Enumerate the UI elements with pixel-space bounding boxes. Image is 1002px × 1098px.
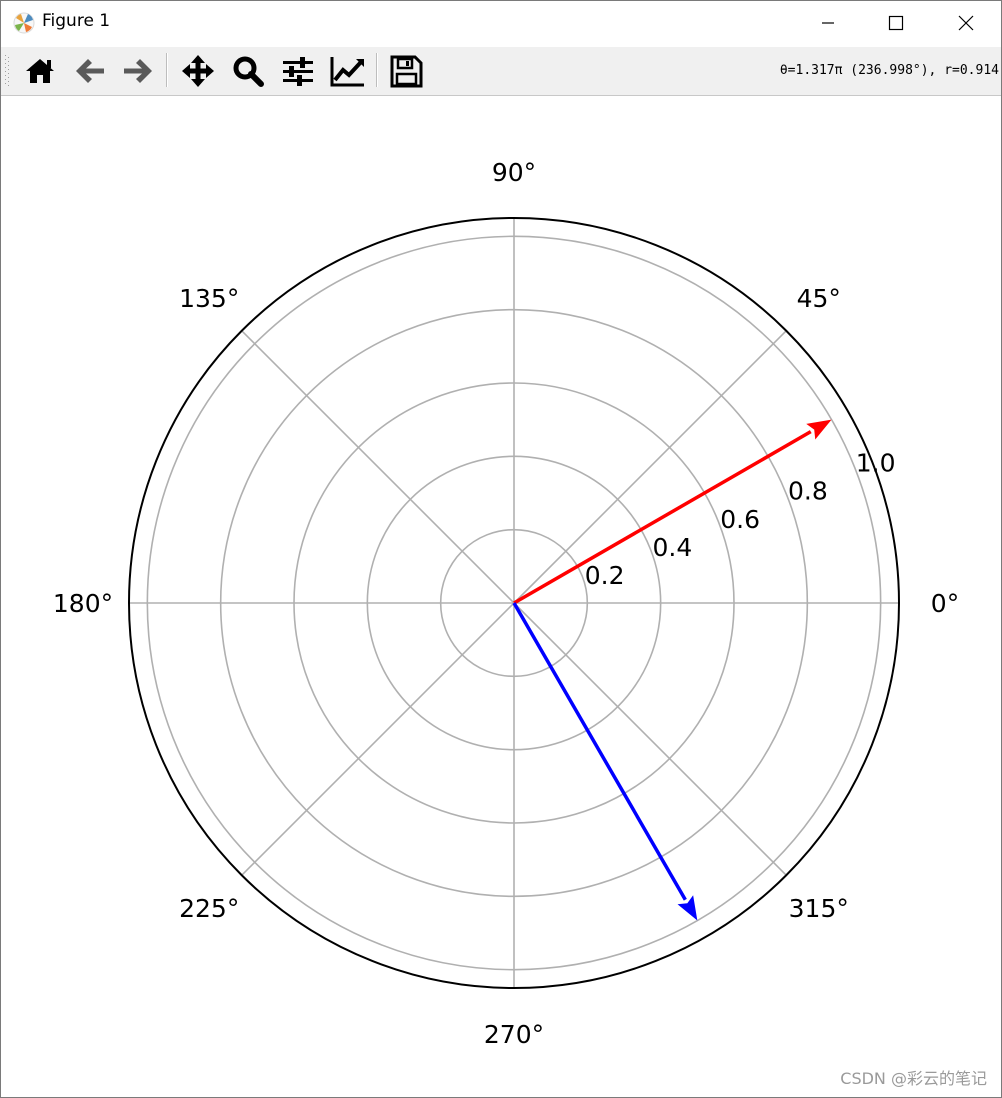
title-bar[interactable]: Figure 1 (1, 1, 1001, 45)
r-tick-label: 0.4 (653, 533, 693, 562)
arrow-head (677, 895, 698, 921)
theta-tick-label: 135° (179, 284, 239, 313)
subplots-icon (283, 57, 313, 86)
forward-arrow-icon (124, 59, 152, 83)
minimize-button[interactable] (805, 1, 851, 45)
back-arrow-icon (76, 59, 104, 83)
forward-button[interactable] (120, 53, 156, 89)
minimize-icon (822, 22, 834, 24)
vector-arrows (512, 419, 832, 921)
maximize-button[interactable] (873, 1, 919, 45)
polar-grid (128, 217, 900, 989)
cursor-coordinates-readout: θ=1.317π (236.998°), r=0.914 (779, 63, 999, 78)
zoom-button[interactable] (230, 53, 266, 89)
configure-subplots-button[interactable] (280, 53, 316, 89)
save-icon (390, 55, 423, 88)
r-tick-label: 1.0 (856, 449, 896, 478)
pan-button[interactable] (180, 53, 216, 89)
theta-grid-line (241, 602, 515, 876)
polar-plot-canvas[interactable]: 0° 45° 90° 135° 180° 225° 270° 315° 0.2 0.4 0.6 0.8… (1, 97, 1001, 1097)
r-tick-label: 0.6 (720, 505, 760, 534)
watermark-text: CSDN @彩云的笔记 (840, 1069, 987, 1088)
close-icon (958, 15, 974, 31)
toolbar-grip-icon[interactable] (4, 53, 10, 89)
theta-tick-label: 315° (789, 894, 849, 923)
tick-labels: 0° 45° 90° 135° 180° 225° 270° 315° 0.2 0.4 0.6 0.8… (53, 158, 959, 1049)
toolbar-separator (166, 53, 168, 87)
edit-axis-button[interactable] (330, 53, 366, 89)
navigation-toolbar: θ=1.317π (236.998°), r=0.914 (1, 47, 1001, 96)
theta-grid-line (513, 330, 787, 604)
close-button[interactable] (943, 1, 989, 45)
toolbar-separator (376, 53, 378, 87)
theta-tick-label: 90° (492, 158, 536, 187)
theta-grid-line (513, 602, 787, 876)
arrow-shaft (513, 430, 812, 605)
pan-icon (182, 55, 214, 87)
maximize-icon (888, 15, 904, 31)
arrow-shaft (512, 602, 687, 901)
theta-tick-label: 180° (53, 589, 113, 618)
theta-tick-label: 0° (931, 589, 959, 618)
polar-spine (128, 217, 900, 989)
theta-tick-label: 270° (484, 1020, 544, 1049)
r-tick-label: 0.8 (788, 477, 828, 506)
zoom-icon (233, 56, 264, 87)
home-icon (26, 59, 54, 83)
edit-curves-icon (330, 57, 364, 87)
arrow-head (806, 419, 832, 440)
theta-tick-label: 45° (797, 284, 841, 313)
save-button[interactable] (388, 53, 424, 89)
theta-tick-label: 225° (179, 894, 239, 923)
back-button[interactable] (72, 53, 108, 89)
window-title: Figure 1 (42, 11, 111, 31)
r-tick-label: 0.2 (585, 561, 625, 590)
home-button[interactable] (22, 53, 58, 89)
theta-grid-line (241, 330, 515, 604)
matplotlib-logo-icon (13, 12, 35, 34)
